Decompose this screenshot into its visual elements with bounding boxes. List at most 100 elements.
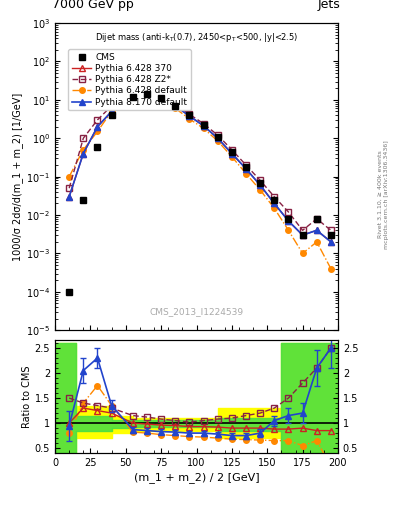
CMS: [329, 232, 333, 238]
Pythia 6.428 370: [215, 135, 220, 141]
Line: Pythia 6.428 default: Pythia 6.428 default: [66, 94, 334, 271]
Legend: CMS, Pythia 6.428 370, Pythia 6.428 Z2*, Pythia 6.428 default, Pythia 8.170 defa: CMS, Pythia 6.428 370, Pythia 6.428 Z2*,…: [68, 49, 191, 110]
Pythia 6.428 370: [173, 103, 178, 109]
Pythia 6.428 default: [95, 129, 100, 135]
Pythia 8.170 default: [215, 135, 220, 141]
CMS: [187, 112, 192, 118]
Pythia 6.428 370: [230, 151, 234, 157]
Pythia 6.428 default: [81, 147, 86, 153]
Pythia 6.428 370: [187, 113, 192, 119]
CMS: [95, 144, 100, 150]
Pythia 8.170 default: [286, 218, 291, 224]
Text: Jets: Jets: [318, 0, 341, 11]
CMS: [314, 216, 319, 222]
Pythia 6.428 Z2*: [81, 135, 86, 141]
Pythia 6.428 default: [145, 94, 149, 100]
Pythia 6.428 370: [258, 182, 263, 188]
Pythia 6.428 Z2*: [109, 103, 114, 109]
Pythia 6.428 Z2*: [159, 94, 163, 100]
Pythia 6.428 Z2*: [272, 194, 277, 200]
Pythia 6.428 370: [95, 123, 100, 130]
CMS: [130, 94, 135, 100]
Pythia 6.428 370: [130, 94, 135, 100]
Pythia 6.428 default: [159, 98, 163, 104]
Pythia 8.170 default: [230, 151, 234, 157]
CMS: [67, 289, 72, 295]
Pythia 6.428 370: [314, 227, 319, 233]
CMS: [300, 232, 305, 238]
CMS: [230, 148, 234, 155]
Pythia 6.428 Z2*: [215, 132, 220, 138]
Pythia 8.170 default: [81, 151, 86, 157]
Pythia 8.170 default: [130, 94, 135, 100]
Pythia 6.428 370: [244, 166, 248, 172]
Pythia 6.428 default: [314, 239, 319, 245]
Line: Pythia 8.170 default: Pythia 8.170 default: [66, 92, 334, 245]
Pythia 8.170 default: [187, 113, 192, 119]
CMS: [244, 164, 248, 170]
Pythia 6.428 default: [329, 266, 333, 272]
Pythia 6.428 default: [109, 109, 114, 115]
Pythia 6.428 370: [159, 95, 163, 101]
CMS: [109, 112, 114, 118]
Pythia 6.428 Z2*: [145, 89, 149, 95]
CMS: [286, 216, 291, 222]
Pythia 8.170 default: [67, 194, 72, 200]
Pythia 6.428 370: [329, 239, 333, 245]
Pythia 6.428 default: [201, 125, 206, 132]
Pythia 6.428 default: [244, 170, 248, 177]
CMS: [81, 197, 86, 203]
CMS: [145, 91, 149, 97]
Pythia 6.428 Z2*: [95, 117, 100, 123]
Text: 7000 GeV pp: 7000 GeV pp: [52, 0, 134, 11]
Pythia 8.170 default: [109, 109, 114, 115]
Pythia 6.428 Z2*: [258, 177, 263, 183]
Pythia 6.428 370: [300, 232, 305, 238]
CMS: [258, 180, 263, 186]
Pythia 6.428 Z2*: [286, 209, 291, 215]
Pythia 6.428 Z2*: [244, 162, 248, 168]
Pythia 8.170 default: [95, 123, 100, 130]
Y-axis label: 1000/σ 2dσ/d(m_1 + m_2) [1/GeV]: 1000/σ 2dσ/d(m_1 + m_2) [1/GeV]: [12, 93, 23, 261]
CMS: [173, 103, 178, 109]
Pythia 6.428 370: [109, 109, 114, 115]
Pythia 8.170 default: [329, 239, 333, 245]
Pythia 6.428 Z2*: [314, 216, 319, 222]
Pythia 6.428 default: [173, 105, 178, 112]
Pythia 6.428 default: [272, 205, 277, 211]
Pythia 6.428 Z2*: [187, 111, 192, 117]
Pythia 6.428 default: [67, 174, 72, 180]
Pythia 6.428 370: [67, 194, 72, 200]
Pythia 6.428 default: [286, 227, 291, 233]
Line: CMS: CMS: [66, 91, 334, 295]
Pythia 6.428 default: [258, 187, 263, 193]
Pythia 6.428 370: [145, 91, 149, 97]
X-axis label: (m_1 + m_2) / 2 [GeV]: (m_1 + m_2) / 2 [GeV]: [134, 472, 259, 483]
CMS: [272, 197, 277, 203]
Pythia 6.428 Z2*: [201, 120, 206, 126]
Text: mcplots.cern.ch [arXiv:1306.3436]: mcplots.cern.ch [arXiv:1306.3436]: [384, 140, 389, 249]
Pythia 8.170 default: [244, 166, 248, 172]
Pythia 6.428 Z2*: [173, 100, 178, 106]
Pythia 8.170 default: [159, 95, 163, 101]
Pythia 6.428 Z2*: [67, 185, 72, 191]
Pythia 6.428 default: [300, 250, 305, 257]
Pythia 8.170 default: [258, 182, 263, 188]
Pythia 8.170 default: [201, 123, 206, 129]
CMS: [159, 95, 163, 101]
Pythia 6.428 370: [201, 123, 206, 129]
Pythia 8.170 default: [173, 103, 178, 109]
Pythia 8.170 default: [145, 91, 149, 97]
Pythia 6.428 370: [272, 200, 277, 206]
Pythia 6.428 default: [130, 97, 135, 103]
Pythia 6.428 default: [187, 116, 192, 122]
Pythia 6.428 Z2*: [329, 227, 333, 233]
Pythia 8.170 default: [314, 227, 319, 233]
Pythia 6.428 Z2*: [230, 147, 234, 153]
Pythia 6.428 370: [81, 151, 86, 157]
Text: CMS_2013_I1224539: CMS_2013_I1224539: [149, 307, 244, 316]
Pythia 6.428 Z2*: [300, 227, 305, 233]
Y-axis label: Ratio to CMS: Ratio to CMS: [22, 366, 32, 428]
Pythia 8.170 default: [272, 200, 277, 206]
CMS: [201, 122, 206, 128]
